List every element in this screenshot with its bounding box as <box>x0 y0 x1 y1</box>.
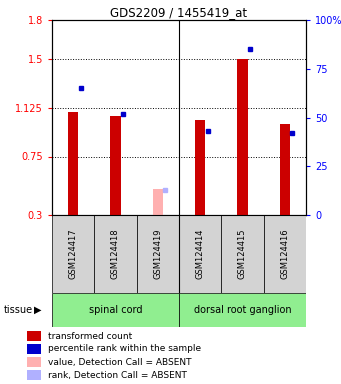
Title: GDS2209 / 1455419_at: GDS2209 / 1455419_at <box>110 6 248 19</box>
Bar <box>221 215 264 293</box>
Text: transformed count: transformed count <box>48 332 132 341</box>
Bar <box>179 293 306 327</box>
Text: GSM124417: GSM124417 <box>69 229 78 279</box>
Text: GSM124415: GSM124415 <box>238 229 247 279</box>
Bar <box>27 331 41 341</box>
Text: percentile rank within the sample: percentile rank within the sample <box>48 344 201 353</box>
Bar <box>94 215 137 293</box>
Text: GSM124419: GSM124419 <box>153 229 162 279</box>
Text: value, Detection Call = ABSENT: value, Detection Call = ABSENT <box>48 358 191 366</box>
Bar <box>27 344 41 354</box>
Text: GSM124414: GSM124414 <box>196 229 205 279</box>
Bar <box>110 116 121 215</box>
Bar <box>280 124 290 215</box>
Bar <box>264 215 306 293</box>
Bar <box>152 189 163 215</box>
Bar <box>52 215 94 293</box>
Bar <box>27 370 41 380</box>
Bar <box>27 357 41 367</box>
Bar <box>68 112 78 215</box>
Bar <box>195 120 206 215</box>
Text: rank, Detection Call = ABSENT: rank, Detection Call = ABSENT <box>48 371 187 380</box>
Text: ▶: ▶ <box>34 305 42 315</box>
Bar <box>179 215 221 293</box>
Text: GSM124418: GSM124418 <box>111 229 120 279</box>
Bar <box>52 293 179 327</box>
Bar <box>237 59 248 215</box>
Text: spinal cord: spinal cord <box>89 305 142 315</box>
Text: tissue: tissue <box>3 305 32 315</box>
Text: dorsal root ganglion: dorsal root ganglion <box>194 305 291 315</box>
Text: GSM124416: GSM124416 <box>280 229 289 279</box>
Bar <box>137 215 179 293</box>
